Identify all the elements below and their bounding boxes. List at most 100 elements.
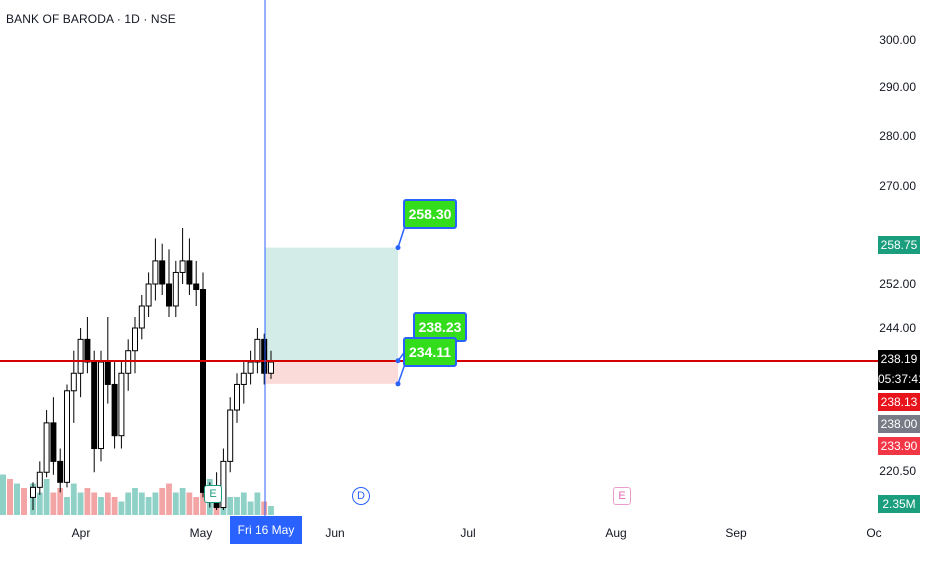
candle-body — [138, 305, 145, 329]
candle-body — [261, 338, 268, 374]
earnings-icon[interactable]: E — [204, 485, 222, 503]
volume-bar — [186, 492, 193, 515]
candle-body — [227, 409, 234, 462]
volume-bar — [50, 492, 57, 515]
candle-body — [200, 289, 206, 493]
price-tick: 280.00 — [879, 129, 916, 143]
volume-bar — [77, 492, 84, 515]
volume-bar — [64, 497, 70, 515]
earnings-icon[interactable]: E — [613, 487, 631, 505]
candle-body — [186, 260, 193, 285]
price-tick: 220.50 — [879, 464, 916, 478]
symbol-title: BANK OF BARODA · 1D · NSE — [6, 12, 176, 26]
candle-body — [247, 361, 254, 374]
price-tick: 252.00 — [879, 277, 916, 291]
volume-bar — [0, 474, 6, 515]
target-price-tag: 258.75 — [878, 236, 920, 254]
candle-body — [77, 338, 84, 374]
candle-body — [91, 361, 98, 450]
volume-bar — [159, 488, 166, 515]
time-tick: Jun — [325, 526, 345, 540]
time-tick: Aug — [605, 526, 627, 540]
candle-body — [240, 372, 247, 385]
stop-callout[interactable]: 234.11 — [403, 337, 457, 367]
volume-bar — [21, 488, 27, 515]
volume-bar — [234, 497, 240, 515]
volume-bar — [179, 488, 186, 515]
time-tick: May — [189, 526, 213, 540]
volume-bar — [145, 497, 152, 515]
callout-connector — [397, 225, 406, 248]
candle-body — [166, 283, 172, 307]
candle-body — [118, 372, 125, 437]
volume-bar — [138, 492, 145, 515]
volume-bar — [98, 497, 104, 515]
candle-body — [234, 383, 240, 411]
target-zone — [265, 247, 398, 361]
candle-body — [254, 338, 261, 363]
volume-bar — [125, 492, 132, 515]
time-tick: Sep — [725, 526, 747, 540]
volume-bar — [70, 483, 77, 515]
last-price-tag: 238.19 — [878, 350, 920, 368]
candle-body — [50, 422, 57, 462]
mid-price-tag: 238.00 — [878, 415, 920, 433]
high-price-tag: 238.13 — [878, 393, 920, 411]
candle-body — [104, 361, 111, 385]
target-callout[interactable]: 258.30 — [403, 199, 457, 229]
candle-body — [84, 338, 91, 363]
candle-body — [111, 383, 118, 437]
volume-bar — [43, 479, 50, 515]
price-tick: 270.00 — [879, 179, 916, 193]
volume-bar — [132, 488, 138, 515]
volume-bar — [91, 492, 98, 515]
position-zones — [265, 247, 398, 384]
callout-connector — [397, 363, 406, 385]
candle-body — [70, 372, 77, 392]
price-tick: 300.00 — [879, 33, 916, 47]
volume-bar — [7, 479, 13, 515]
candle-body — [172, 271, 179, 307]
volume-bar — [261, 501, 268, 515]
time-tick: Jul — [460, 526, 476, 540]
volume-bar — [172, 492, 179, 515]
candle-body — [64, 390, 70, 483]
time-tick: Oc — [866, 526, 882, 540]
volume-bar — [247, 501, 254, 515]
candle-body — [43, 422, 50, 473]
anchor-dot — [395, 358, 401, 364]
dividend-icon[interactable]: D — [352, 487, 370, 505]
candles — [30, 227, 274, 510]
candle-body — [193, 283, 200, 290]
crosshair-date-label: Fri 16 May '25 — [230, 516, 302, 565]
volume-bar — [166, 483, 172, 515]
volume-bar — [193, 497, 200, 515]
stop-price-tag: 233.90 — [878, 437, 920, 455]
volume-bar — [240, 492, 247, 515]
candle-body — [159, 260, 166, 285]
volume-bar — [104, 492, 111, 515]
volume-bar — [84, 488, 91, 515]
volume-bar — [152, 492, 159, 515]
candle-body — [30, 486, 36, 498]
price-chart[interactable] — [0, 0, 932, 550]
volume-bar — [118, 501, 125, 515]
candle-body — [98, 361, 104, 450]
countdown-tag: 05:37:41 — [878, 368, 925, 390]
volume-bar — [254, 492, 261, 515]
volume-tag: 2.35M — [878, 495, 920, 513]
anchor-dot — [395, 245, 401, 251]
candle-body — [132, 327, 138, 352]
price-tick: 290.00 — [879, 80, 916, 94]
candle-body — [179, 260, 186, 273]
volume-bar — [268, 506, 274, 515]
candle-body — [268, 361, 274, 374]
candle-body — [145, 283, 152, 307]
time-tick: Apr — [71, 526, 91, 540]
anchor-dot — [395, 381, 401, 387]
stop-zone — [265, 360, 398, 384]
volume-bar — [57, 488, 64, 515]
volume-bar — [227, 497, 234, 515]
candle-body — [220, 460, 227, 508]
candle-body — [152, 260, 159, 285]
